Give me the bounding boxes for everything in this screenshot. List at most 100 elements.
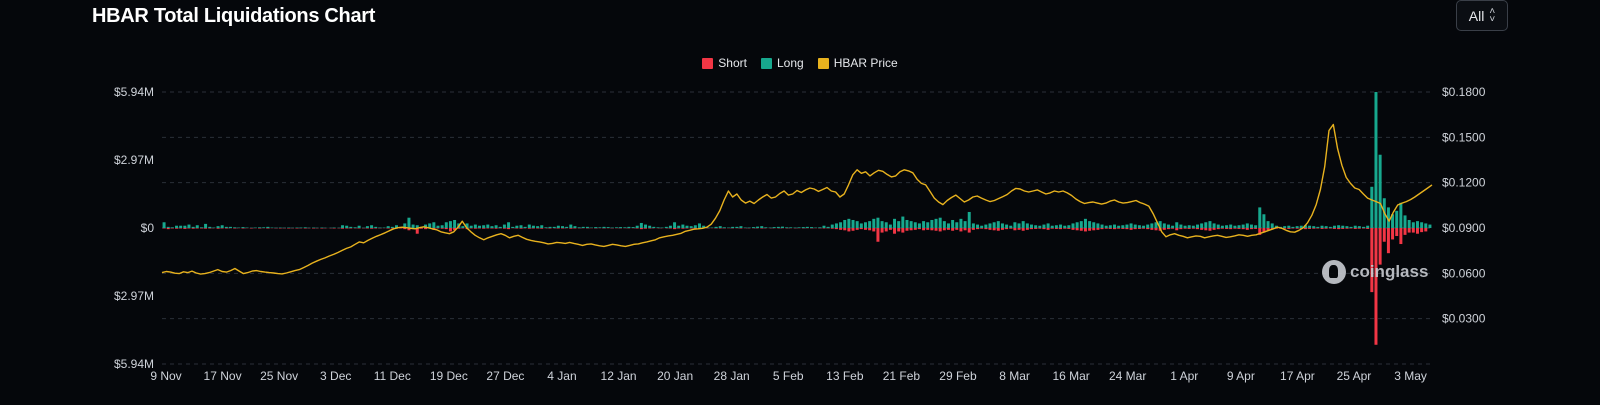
short-bar — [482, 228, 486, 229]
legend-item-hbar-price[interactable]: HBAR Price — [817, 56, 898, 70]
long-bar — [1283, 226, 1287, 228]
long-bar — [1092, 222, 1096, 228]
long-bar — [519, 225, 523, 228]
long-bar — [1083, 218, 1087, 228]
time-range-select[interactable]: All ˄ ˅ — [1456, 0, 1508, 31]
x-axis-tick: 19 Dec — [430, 369, 468, 383]
short-bar — [1312, 228, 1316, 229]
long-bar — [341, 225, 345, 228]
page-title: HBAR Total Liquidations Chart — [92, 5, 376, 27]
long-bar — [834, 223, 838, 228]
x-axis-tick: 3 May — [1394, 369, 1427, 383]
long-bar — [859, 223, 863, 228]
short-bar — [913, 228, 917, 230]
x-axis-tick: 25 Nov — [260, 369, 298, 383]
long-bar — [893, 218, 897, 228]
short-bar — [673, 228, 677, 230]
short-bar — [1050, 228, 1054, 229]
long-bar — [1399, 202, 1403, 228]
long-bar — [1220, 225, 1224, 228]
long-bar — [204, 223, 208, 228]
long-bar — [1142, 225, 1146, 228]
long-bar — [444, 222, 448, 228]
short-bar — [1096, 228, 1100, 230]
long-bar — [702, 225, 706, 228]
long-bar — [544, 227, 548, 228]
long-bar — [440, 225, 444, 228]
long-bar — [872, 218, 876, 228]
short-bar — [1237, 228, 1241, 229]
short-bar — [880, 228, 884, 233]
long-bar — [357, 225, 361, 228]
long-bar — [917, 223, 921, 228]
x-axis-tick: 21 Feb — [883, 369, 921, 383]
short-bar — [1013, 228, 1017, 231]
long-bar — [722, 227, 726, 228]
long-bar — [764, 227, 768, 228]
short-bar — [959, 228, 963, 232]
long-bar — [926, 222, 930, 228]
short-bar — [1088, 228, 1092, 231]
short-bar — [980, 228, 984, 229]
long-bar — [656, 227, 660, 228]
short-bar — [507, 228, 511, 230]
long-bar — [1324, 226, 1328, 228]
short-bar — [872, 228, 876, 232]
long-bar — [473, 224, 477, 228]
short-bar — [1000, 228, 1004, 230]
long-bar — [1245, 223, 1249, 228]
short-bar — [1391, 228, 1395, 240]
short-bar — [419, 228, 423, 229]
short-bar — [1196, 228, 1200, 230]
short-bar — [1137, 228, 1141, 229]
long-bar — [490, 226, 494, 228]
legend-item-long[interactable]: Long — [760, 56, 804, 70]
long-bar — [465, 223, 469, 228]
short-bar — [1021, 228, 1025, 231]
short-bar — [1258, 228, 1262, 235]
short-bar — [494, 228, 498, 229]
long-bar — [959, 218, 963, 228]
legend-item-short[interactable]: Short — [702, 56, 747, 70]
short-bar — [1424, 228, 1428, 232]
long-bar — [1108, 225, 1112, 228]
long-bar — [731, 226, 735, 228]
left-axis-tick: $2.97M — [114, 289, 154, 303]
long-bar — [1021, 221, 1025, 228]
long-bar — [714, 226, 718, 228]
long-bar — [199, 227, 203, 228]
right-axis-tick: $0.0300 — [1442, 312, 1486, 326]
long-bar — [1009, 225, 1013, 228]
long-bar — [561, 226, 565, 228]
long-bar — [453, 219, 457, 228]
short-bar — [527, 228, 531, 229]
short-bar — [951, 228, 955, 231]
long-bar — [718, 226, 722, 228]
long-bar — [1154, 222, 1158, 228]
long-bar — [664, 226, 668, 228]
short-bar — [901, 228, 905, 233]
short-bar — [1029, 228, 1033, 230]
right-axis-tick: $0.1800 — [1442, 85, 1486, 99]
long-bar — [1191, 225, 1195, 228]
long-bar — [565, 226, 569, 228]
long-bar — [1233, 225, 1237, 228]
left-axis-tick: $5.94M — [114, 85, 154, 99]
long-bar — [208, 226, 212, 228]
long-bar — [374, 226, 378, 228]
legend-swatch-long — [760, 57, 772, 69]
short-bar — [888, 228, 892, 230]
short-bar — [1353, 228, 1357, 229]
short-bar — [859, 228, 863, 230]
long-bar — [1096, 223, 1100, 228]
long-bar — [976, 224, 980, 228]
x-axis-tick: 13 Feb — [826, 369, 864, 383]
long-bar — [1034, 225, 1038, 228]
short-bar — [1071, 228, 1075, 230]
long-bar — [1171, 225, 1175, 228]
long-bar — [1196, 224, 1200, 228]
long-bar — [1316, 226, 1320, 228]
long-bar — [1075, 222, 1079, 228]
short-bar — [1287, 228, 1291, 229]
